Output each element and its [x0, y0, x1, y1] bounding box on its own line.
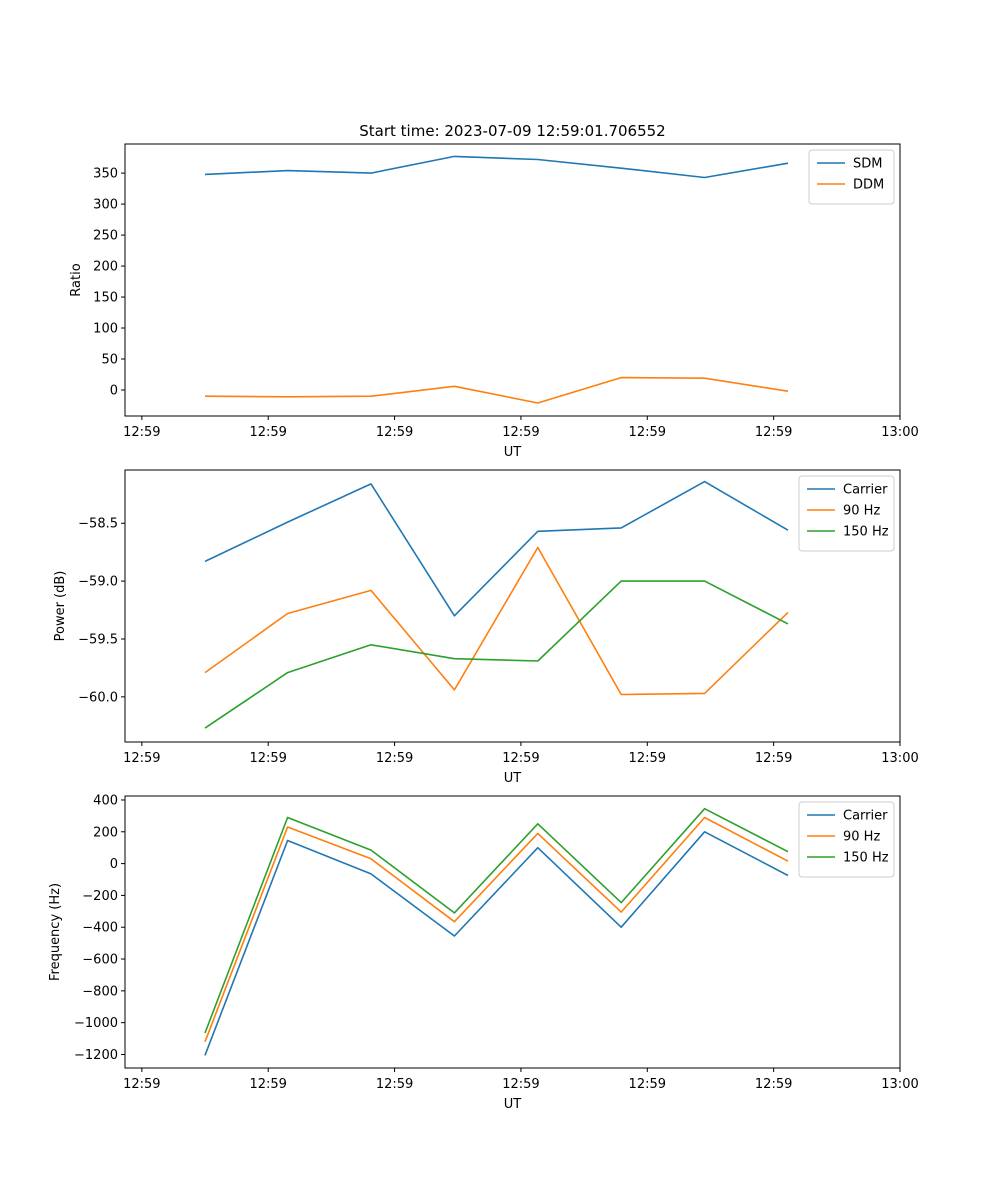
series-line-150-hz — [204, 580, 789, 729]
series-line-90-hz — [204, 546, 789, 696]
axes-frame — [124, 469, 901, 743]
x-tick-label: 12:59 — [502, 751, 539, 766]
axes-frame — [124, 143, 901, 417]
series-line-ddm — [204, 376, 789, 404]
series-line-sdm — [204, 155, 789, 179]
y-tick-label: 200 — [93, 825, 118, 840]
series-line-carrier — [204, 830, 789, 1056]
legend: SDM DDM — [808, 149, 895, 205]
legend-box — [798, 475, 895, 552]
y-tick-label: −400 — [82, 921, 118, 936]
x-tick-label: 12:59 — [249, 1077, 286, 1092]
series-line-90-hz — [204, 816, 789, 1043]
y-axis-label: Frequency (Hz) — [48, 883, 63, 981]
x-tick-label: 12:59 — [123, 425, 160, 440]
panel-power: Power (dB) UT 12:59 12:59 12:59 12:59 12:59 1… — [53, 469, 919, 786]
x-axis-label: UT — [504, 771, 522, 786]
legend-label: 150 Hz — [843, 851, 889, 866]
y-axis-label: Power (dB) — [53, 571, 68, 642]
y-axis-label: Ratio — [69, 263, 84, 296]
x-tick-label: 12:59 — [376, 1077, 413, 1092]
y-tick-label: 100 — [93, 322, 118, 337]
legend-label: 90 Hz — [843, 830, 880, 845]
x-tick-label: 12:59 — [502, 1077, 539, 1092]
x-tick-label: 12:59 — [376, 751, 413, 766]
y-tick-label: 200 — [93, 260, 118, 275]
legend-label: 90 Hz — [843, 504, 880, 519]
x-tick-label: 12:59 — [755, 1077, 792, 1092]
y-tick-label: −200 — [82, 889, 118, 904]
chart-title: Start time: 2023-07-09 12:59:01.706552 — [359, 122, 665, 140]
y-tick-label: −800 — [82, 984, 118, 999]
y-tick-label: 0 — [110, 383, 118, 398]
legend-label: SDM — [853, 157, 882, 172]
legend-label: 150 Hz — [843, 525, 889, 540]
y-tick-label: 300 — [93, 198, 118, 213]
x-tick-label: 13:00 — [881, 425, 918, 440]
y-tick-label: −59.5 — [78, 632, 118, 647]
legend-label: DDM — [853, 178, 884, 193]
x-tick-label: 12:59 — [123, 1077, 160, 1092]
x-axis-label: UT — [504, 1097, 522, 1112]
x-tick-label: 12:59 — [249, 751, 286, 766]
y-tick-label: −1000 — [74, 1016, 118, 1031]
y-tick-label: 250 — [93, 229, 118, 244]
y-tick-label: −1200 — [74, 1048, 118, 1063]
legend: Carrier 90 Hz 150 Hz — [798, 475, 895, 552]
y-tick-label: −58.5 — [78, 517, 118, 532]
panel-frequency: Frequency (Hz) UT 12:59 12:59 12:59 12:59 12… — [48, 793, 919, 1112]
y-tick-label: 50 — [101, 352, 118, 367]
y-tick-label: −60.0 — [78, 690, 118, 705]
legend: Carrier 90 Hz 150 Hz — [798, 801, 895, 878]
x-tick-label: 12:59 — [376, 425, 413, 440]
y-tick-label: −600 — [82, 953, 118, 968]
x-tick-label: 12:59 — [755, 751, 792, 766]
series-line-150-hz — [204, 807, 789, 1034]
x-tick-label: 13:00 — [881, 751, 918, 766]
x-tick-label: 12:59 — [123, 751, 160, 766]
legend-label: Carrier — [843, 483, 888, 498]
series-line-carrier — [204, 480, 789, 617]
x-axis-label: UT — [504, 445, 522, 460]
legend-label: Carrier — [843, 809, 888, 824]
x-tick-label: 12:59 — [755, 425, 792, 440]
axes-frame — [124, 795, 901, 1069]
x-tick-label: 12:59 — [629, 425, 666, 440]
y-tick-label: 0 — [110, 857, 118, 872]
panel-ratio: Start time: 2023-07-09 12:59:01.706552 R… — [69, 122, 919, 460]
y-tick-label: 400 — [93, 793, 118, 808]
x-tick-label: 12:59 — [629, 751, 666, 766]
y-tick-label: 350 — [93, 167, 118, 182]
x-tick-label: 12:59 — [502, 425, 539, 440]
y-tick-label: −59.0 — [78, 575, 118, 590]
x-tick-label: 13:00 — [881, 1077, 918, 1092]
x-tick-label: 12:59 — [629, 1077, 666, 1092]
y-tick-label: 150 — [93, 291, 118, 306]
x-tick-label: 12:59 — [249, 425, 286, 440]
legend-box — [798, 801, 895, 878]
